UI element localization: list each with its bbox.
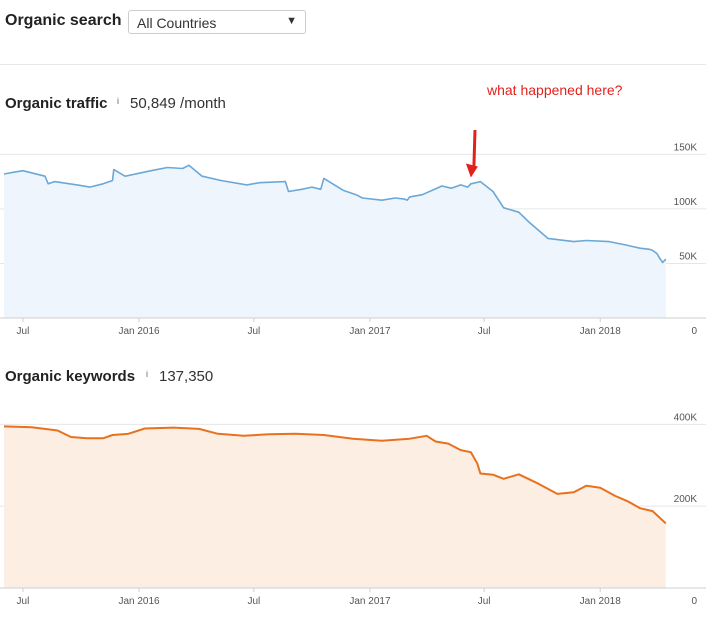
traffic-annotation-arrow: [472, 130, 477, 168]
traffic-x-tick-label: Jul: [247, 326, 260, 337]
traffic-x-tick-label: Jan 2016: [118, 326, 160, 337]
traffic-y-tick-label: 150K: [674, 142, 698, 153]
traffic-title: Organic traffic: [5, 95, 108, 112]
country-select[interactable]: All Countries ▼: [128, 10, 306, 34]
keywords-chart: 0 200K 400K Jul Jan 2016 Jul Jan 2017 Jul Jan 20…: [0, 412, 706, 607]
keywords-x-tick-label: Jan 2017: [349, 596, 391, 607]
country-select-value: All Countries: [137, 15, 217, 31]
keywords-area-fill: [4, 426, 666, 588]
keywords-y-tick-label: 400K: [674, 412, 698, 423]
traffic-info-icon[interactable]: i: [117, 96, 119, 106]
traffic-x-tick-label: Jul: [17, 326, 30, 337]
traffic-series-line: [3, 164, 667, 264]
chevron-down-icon: ▼: [286, 15, 297, 27]
traffic-y-tick-label: 100K: [674, 197, 698, 208]
keywords-series-line: [3, 425, 667, 525]
traffic-value: 50,849 /month: [130, 95, 226, 112]
traffic-annotation-arrowhead: [465, 163, 478, 178]
traffic-y-tick-label: 50K: [679, 251, 697, 262]
keywords-title: Organic keywords: [5, 368, 136, 385]
page-title: Organic search: [5, 12, 122, 29]
traffic-x-tick-label: Jan 2018: [580, 326, 622, 337]
traffic-chart: 0 50K 100K 150K Jul Jan 2016 Jul Jan 2017 Jul Jan…: [0, 130, 706, 337]
keywords-y-tick-label: 0: [691, 596, 697, 607]
keywords-x-tick-label: Jan 2016: [118, 596, 160, 607]
keywords-x-tick-label: Jul: [247, 596, 260, 607]
traffic-x-tick-label: Jan 2017: [349, 326, 391, 337]
keywords-info-icon[interactable]: i: [146, 369, 148, 379]
keywords-x-tick-label: Jul: [17, 596, 30, 607]
traffic-area-fill: [4, 165, 666, 318]
keywords-value: 137,350: [159, 368, 214, 385]
keywords-y-tick-label: 200K: [674, 494, 698, 505]
divider: [0, 64, 706, 65]
traffic-x-tick-label: Jul: [478, 326, 491, 337]
traffic-y-tick-label: 0: [691, 326, 697, 337]
keywords-x-tick-label: Jul: [478, 596, 491, 607]
keywords-x-tick-label: Jan 2018: [580, 596, 622, 607]
traffic-annotation: what happened here?: [487, 82, 623, 98]
